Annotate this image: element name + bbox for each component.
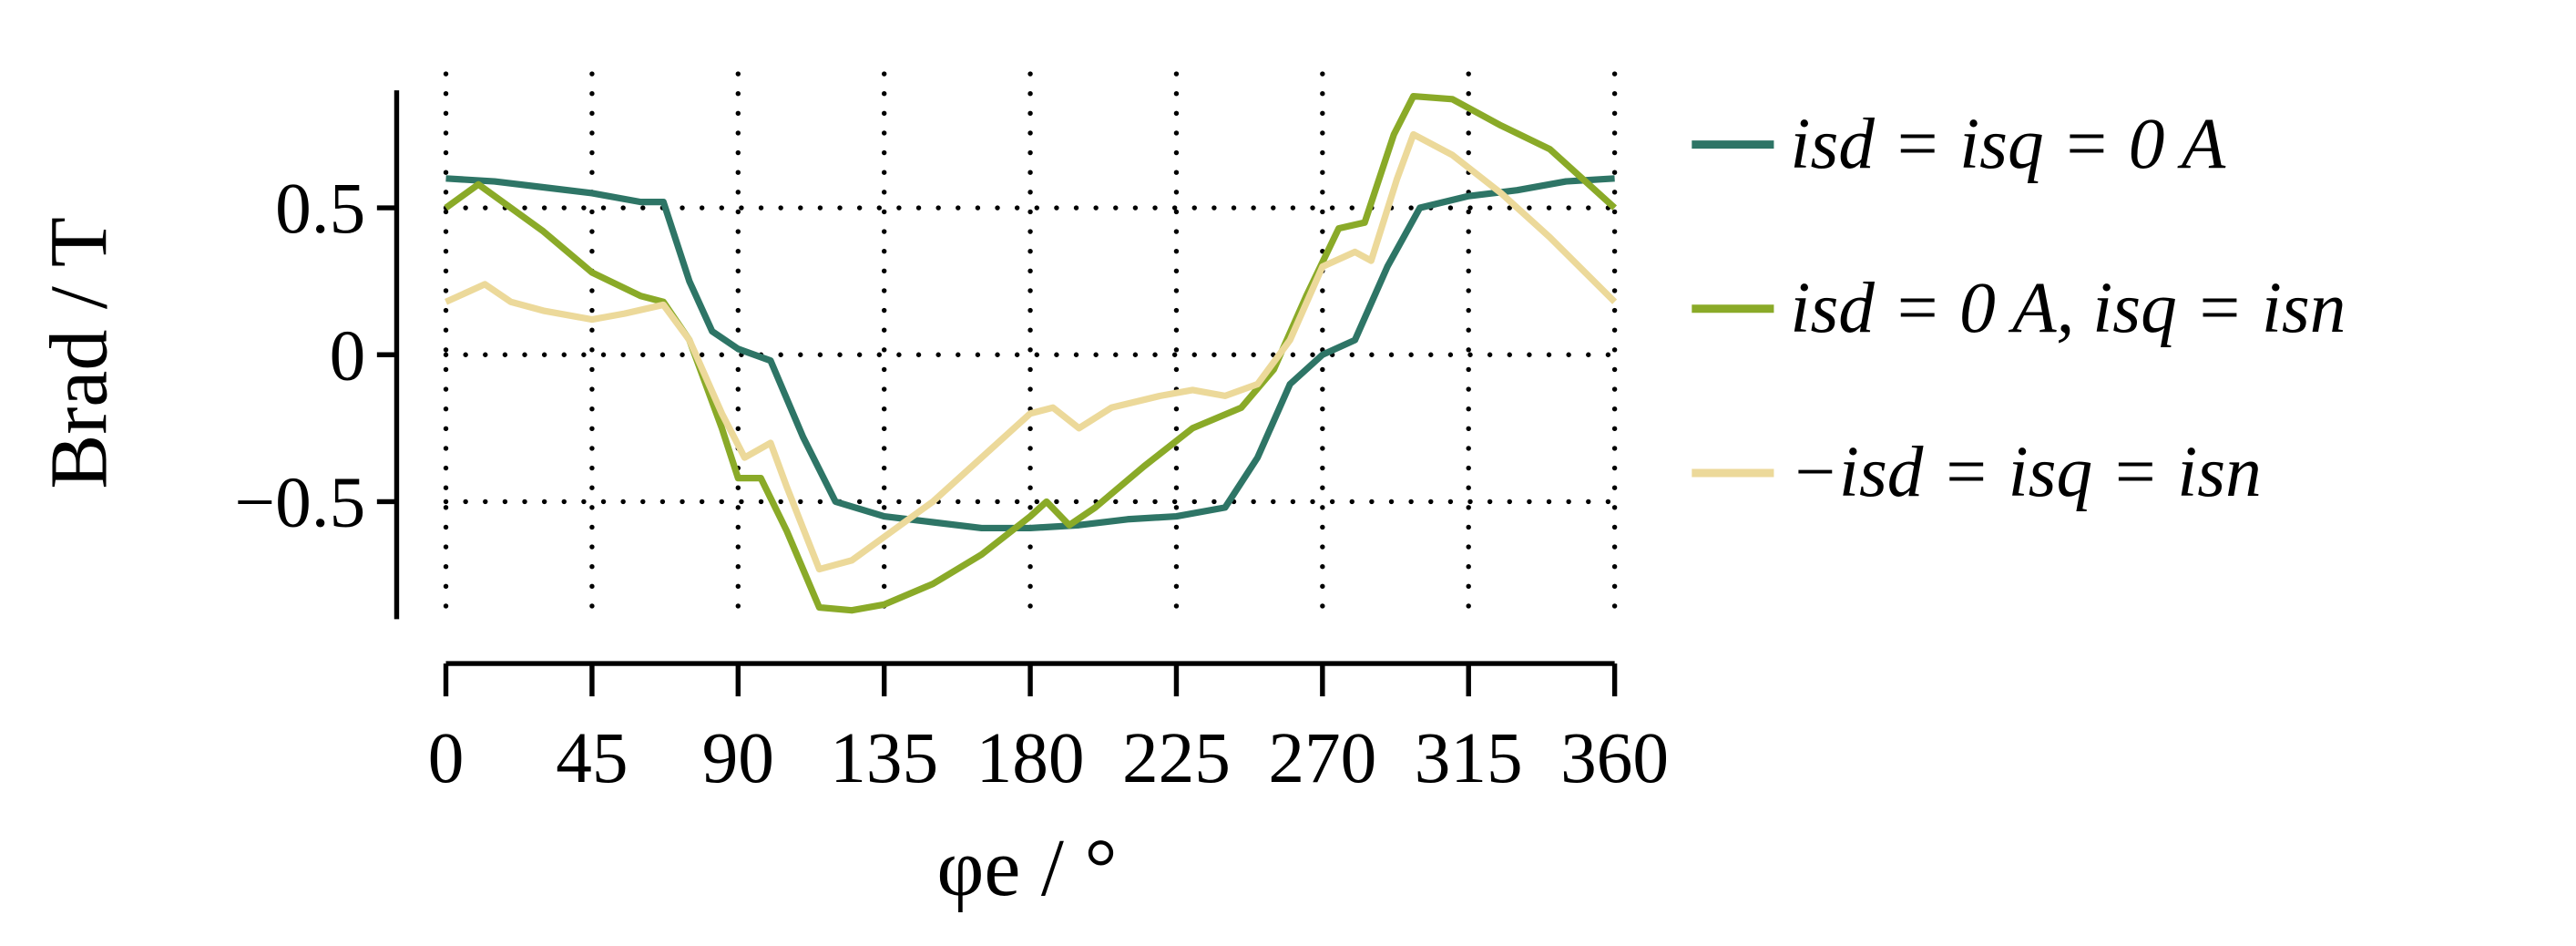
x-tick-label: 180	[976, 718, 1085, 798]
x-tick-label: 45	[556, 718, 628, 798]
series-line	[444, 92, 1618, 614]
x-tick-label: 0	[428, 718, 465, 798]
y-tick-label: 0.5	[275, 169, 365, 249]
y-tick-label: −0.5	[234, 462, 365, 542]
x-axis-label: φe / °	[936, 823, 1117, 913]
y-axis-label: Brad / T	[35, 217, 125, 489]
legend-label: −isd = isq = isn	[1790, 432, 2261, 512]
x-tick-label: 360	[1560, 718, 1669, 798]
series-line	[445, 130, 1618, 573]
x-tick-label: 135	[830, 718, 938, 798]
legend-label: isd = 0 A, isq = isn	[1790, 268, 2346, 348]
series-line	[445, 175, 1615, 532]
x-tick-label: 315	[1415, 718, 1523, 798]
x-tick-label: 225	[1122, 718, 1231, 798]
x-tick-label: 270	[1268, 718, 1376, 798]
legend-label: isd = isq = 0 A	[1790, 104, 2225, 184]
y-tick-label: 0	[330, 315, 366, 396]
x-tick-label: 90	[702, 718, 774, 798]
